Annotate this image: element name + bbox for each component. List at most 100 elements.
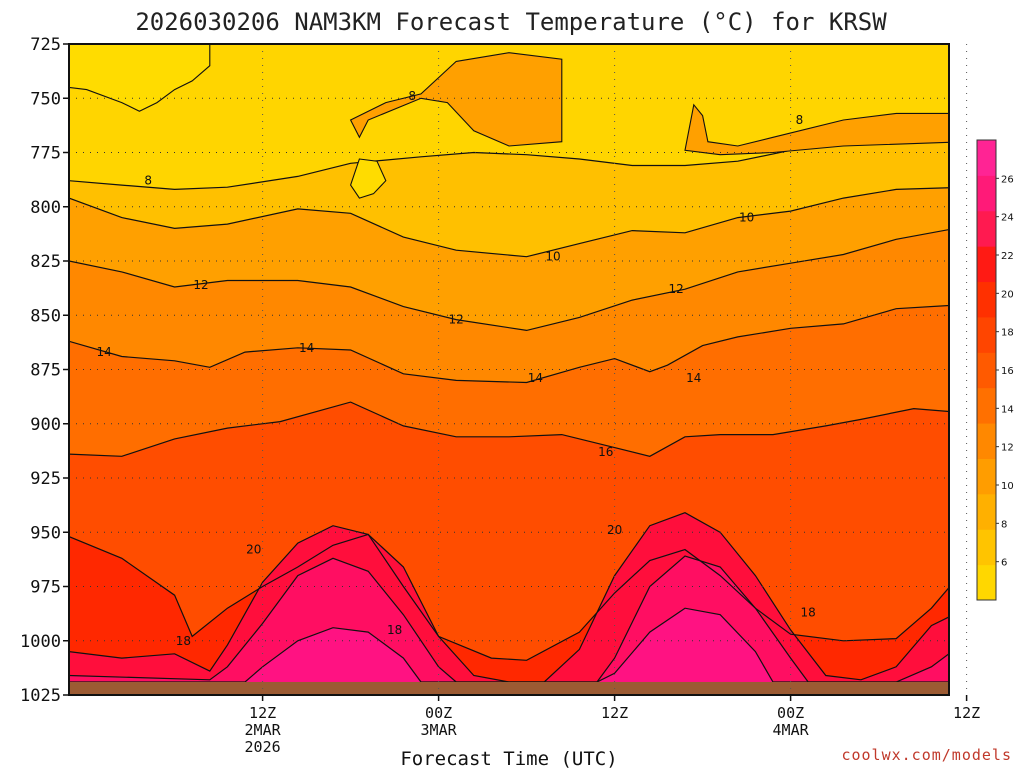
contour-label-text: 18 <box>176 634 191 648</box>
ground-surface <box>69 681 949 695</box>
y-tick-label-750: 750 <box>30 89 61 109</box>
fill-level-24 <box>69 608 949 695</box>
contour-label-10-3: 10 <box>545 250 560 264</box>
colorbar-segment-5 <box>977 387 996 424</box>
colorbar-segment-6 <box>977 352 996 389</box>
colorbar-label-22: 22 <box>1001 251 1014 262</box>
contour-label-text: 10 <box>739 211 754 225</box>
y-tick-label-875: 875 <box>30 361 61 381</box>
x-tick-label-26-0: 12Z <box>601 704 628 722</box>
x-tick-label-6-1: 2MAR <box>245 721 282 739</box>
colorbar-label-16: 16 <box>1001 366 1014 377</box>
contour-label-text: 16 <box>598 445 613 459</box>
y-axis: 725 750 775 800 825 850 875 900 925 950 975 1000 102… <box>20 35 69 706</box>
contour-blob-6-1 <box>349 158 387 199</box>
colorbar-segment-10 <box>977 210 996 247</box>
x-tick-label-16-1: 3MAR <box>421 721 458 739</box>
contour-label-text: 14 <box>686 371 701 385</box>
contour-label-text: 12 <box>449 313 464 327</box>
contour-label-18-13: 18 <box>176 634 191 648</box>
contour-label-10-4: 10 <box>739 211 754 225</box>
colorbar-label-14: 14 <box>1001 404 1014 415</box>
contour-label-text: 20 <box>246 543 261 557</box>
x-tick-label-6-0: 12Z <box>249 704 276 722</box>
contour-10 <box>69 187 949 258</box>
contour-label-18-14: 18 <box>387 623 402 637</box>
colorbar-segment-0 <box>977 564 996 601</box>
colorbar: 6 8 10 12 14 16 18 20 22 24 26 <box>976 139 1014 601</box>
y-tick-label-925: 925 <box>30 469 61 489</box>
y-tick-label-950: 950 <box>30 523 61 543</box>
colorbar-segment-1 <box>977 529 996 566</box>
contour-14 <box>69 304 949 384</box>
contour-blob-8-3 <box>684 103 949 156</box>
colorbar-segment-11 <box>977 175 996 212</box>
colorbar-label-20: 20 <box>1001 289 1014 300</box>
colorbar-segment-4 <box>977 423 996 459</box>
colorbar-label-6: 6 <box>1001 558 1007 569</box>
contour-label-8-1: 8 <box>144 174 152 188</box>
contour-label-8-2: 8 <box>796 113 804 127</box>
x-tick-label-16-0: 00Z <box>425 704 452 722</box>
colorbar-label-12: 12 <box>1001 443 1014 454</box>
contour-label-text: 14 <box>97 345 112 359</box>
contour-label-18-15: 18 <box>801 606 816 620</box>
x-tick-label-46-0: 12Z <box>953 704 980 722</box>
y-tick-label-775: 775 <box>30 144 61 164</box>
colorbar-segment-9 <box>977 246 996 283</box>
colorbar-label-18: 18 <box>1001 328 1014 339</box>
contour-12 <box>69 228 949 332</box>
colorbar-label-26: 26 <box>1001 174 1014 185</box>
contour-label-14-11: 14 <box>686 371 701 385</box>
contour-label-14-8: 14 <box>97 345 112 359</box>
colorbar-label-8: 8 <box>1001 519 1007 530</box>
contour-label-text: 10 <box>545 250 560 264</box>
x-tick-label-6-2: 2026 <box>245 738 281 756</box>
contour-label-text: 8 <box>144 174 152 188</box>
colorbar-segment-8 <box>977 281 996 318</box>
contour-label-20-16: 20 <box>246 543 261 557</box>
contour-label-12-7: 12 <box>669 282 684 296</box>
y-tick-label-1000: 1000 <box>20 632 61 652</box>
y-tick-label-725: 725 <box>30 35 61 55</box>
temperature-fill-layer <box>69 44 949 695</box>
y-tick-label-975: 975 <box>30 578 61 598</box>
contour-label-8-0: 8 <box>408 89 416 103</box>
colorbar-segment-12 <box>977 140 996 176</box>
contour-label-text: 12 <box>193 278 208 292</box>
contour-16 <box>69 401 949 457</box>
contour-label-text: 8 <box>796 113 804 127</box>
contour-labels: 8 8 8 10 10 12 12 12 14 14 14 14 16 18 18 18 20 20 <box>97 89 816 648</box>
y-tick-label-900: 900 <box>30 415 61 435</box>
contour-label-text: 14 <box>528 371 543 385</box>
colorbar-segment-3 <box>977 458 996 495</box>
credit-text: coolwx.com/models <box>841 746 1012 764</box>
y-tick-label-850: 850 <box>30 306 61 326</box>
contour-label-text: 12 <box>669 282 684 296</box>
contour-blob-6-0 <box>69 44 211 112</box>
y-tick-label-825: 825 <box>30 252 61 272</box>
x-tick-label-36-1: 4MAR <box>773 721 810 739</box>
contour-label-text: 18 <box>801 606 816 620</box>
contour-label-12-6: 12 <box>449 313 464 327</box>
y-tick-label-1025: 1025 <box>20 686 61 706</box>
contour-label-16-12: 16 <box>598 445 613 459</box>
colorbar-label-24: 24 <box>1001 213 1014 224</box>
contour-label-text: 8 <box>408 89 416 103</box>
contour-blob-8-2 <box>349 52 563 147</box>
x-axis-label: Forecast Time (UTC) <box>400 748 617 768</box>
contour-label-14-10: 14 <box>528 371 543 385</box>
ground-layer <box>69 681 949 695</box>
colorbar-label-10: 10 <box>1001 481 1014 492</box>
contour-label-14-9: 14 <box>299 341 314 355</box>
contour-label-12-5: 12 <box>193 278 208 292</box>
x-tick-label-36-0: 00Z <box>777 704 804 722</box>
colorbar-segment-7 <box>977 316 996 353</box>
contour-label-text: 20 <box>607 523 622 537</box>
contour-label-text: 14 <box>299 341 314 355</box>
contour-label-20-17: 20 <box>607 523 622 537</box>
y-tick-label-800: 800 <box>30 198 61 218</box>
contour-label-text: 18 <box>387 623 402 637</box>
